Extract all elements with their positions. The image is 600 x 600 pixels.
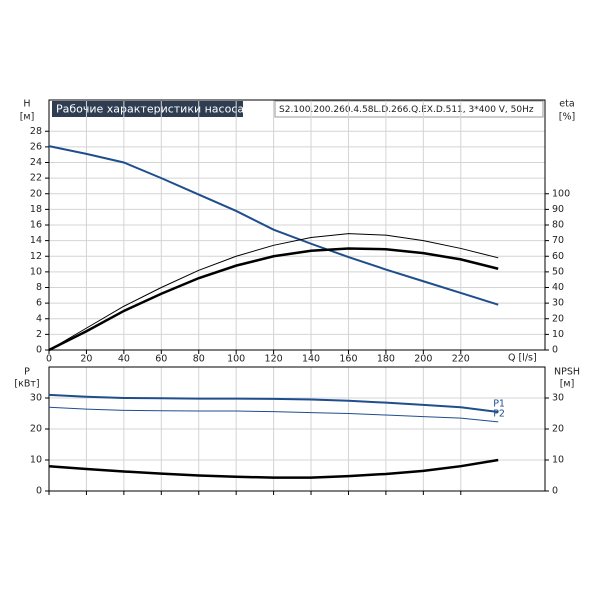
y2-tick-label: 0 [552,345,558,356]
x-tick-label: 0 [46,354,52,365]
y2-tick-label: 10 [552,329,564,340]
y2-tick-label: 90 [552,204,564,215]
y-tick-label: 20 [30,188,42,199]
y-tick-label: 6 [36,298,42,309]
y-tick-label: 0 [36,345,42,356]
y-tick-label: 10 [30,455,42,466]
y-tick-label: 16 [30,220,42,231]
y-tick-label: 28 [30,126,42,137]
y2-tick-label: 30 [552,298,564,309]
y-tick-label: 10 [30,266,42,277]
y-unit: [м] [20,112,35,123]
series-label: P1 [493,398,505,409]
y-tick-label: 2 [36,329,42,340]
y2-tick-label: 80 [552,220,564,231]
y2-tick-label: 10 [552,455,564,466]
y-tick-label: 0 [36,486,42,497]
x-tick-label: 40 [118,354,130,365]
curve [48,393,499,413]
y-tick-label: 4 [36,313,42,324]
x-label: Q [l/s] [508,353,537,364]
y2-tick-label: 40 [552,282,564,293]
x-tick-label: 180 [377,354,395,365]
plot-frame [48,366,546,492]
y2-unit: [%] [559,112,575,123]
y2-tick-label: 0 [552,486,558,497]
y-tick-label: 22 [30,173,42,184]
curve [48,247,499,352]
x-tick-label: 20 [80,354,92,365]
x-tick-label: 100 [227,354,245,365]
y-tick-label: 26 [30,141,42,152]
y2-tick-label: 30 [552,393,564,404]
y-tick-label: 12 [30,251,42,262]
x-tick-label: 160 [339,354,357,365]
x-tick-label: 60 [155,354,167,365]
y2-label: NPSH [554,367,580,378]
title-box [52,101,243,117]
y-tick-label: 30 [30,393,42,404]
y2-tick-label: 100 [552,188,570,199]
x-tick-label: 220 [452,354,470,365]
y-tick-label: 24 [30,157,42,168]
y-unit: [кВт] [14,379,39,390]
y2-tick-label: 50 [552,266,564,277]
y-tick-label: 18 [30,204,42,215]
y-tick-label: 14 [30,235,42,246]
chart-subtitle: S2.100.200.260.4.58L.D.266.Q.EX.D.511, 3… [279,105,534,115]
x-tick-label: 200 [414,354,432,365]
y2-tick-label: 20 [552,313,564,324]
y2-label: eta [559,99,574,110]
y2-tick-label: 20 [552,424,564,435]
y-tick-label: 8 [36,282,42,293]
curve [48,233,499,351]
x-tick-label: 140 [302,354,320,365]
x-tick-label: 120 [265,354,283,365]
y-tick-label: 20 [30,424,42,435]
series-label: P2 [493,408,505,419]
chart-title: Рабочие характеристики насоса [56,103,244,116]
plot-frame [48,99,546,351]
y2-tick-label: 60 [552,251,564,262]
y-label: P [24,367,30,378]
y2-tick-label: 70 [552,235,564,246]
x-tick-label: 80 [193,354,205,365]
y-label: H [23,99,30,110]
subtitle-box [274,100,544,118]
y2-unit: [м] [560,379,575,390]
curve [48,406,499,423]
curve [48,458,499,479]
curve [48,145,499,306]
